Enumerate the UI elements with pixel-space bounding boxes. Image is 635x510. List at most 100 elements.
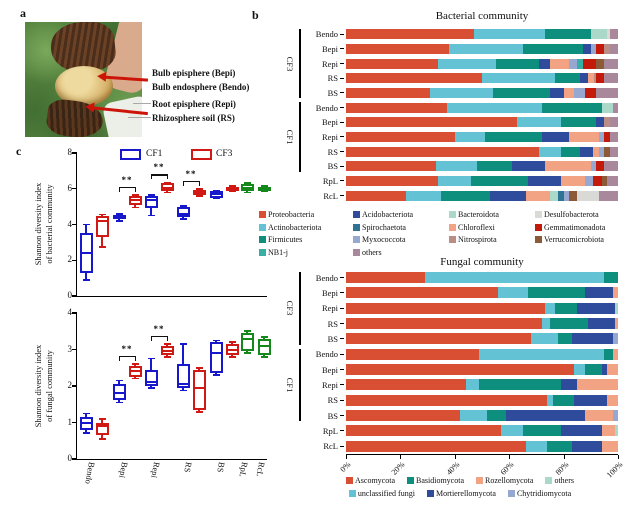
whisker-cap <box>98 418 106 420</box>
whisker-cap <box>260 335 268 338</box>
whisker-cap <box>98 438 106 440</box>
bar-row-label: Repi <box>321 303 338 314</box>
stacked-bar-row: Repi <box>302 377 618 392</box>
whisker-cap <box>115 220 123 222</box>
group-bracket <box>299 348 301 422</box>
bar-segment-actinobacteriota <box>539 146 561 157</box>
legend-item: Proteobacteria <box>259 208 353 221</box>
bar-segment-gemmatimonadota <box>582 58 597 69</box>
bar-segment-myxococcota <box>585 175 594 186</box>
bar-segment-proteobacteria <box>346 29 474 40</box>
legend-item: Verrucomicrobiota <box>535 234 635 247</box>
legend-item-label: Rozellomycota <box>485 475 534 485</box>
leader-line <box>128 117 151 118</box>
legend-swatch <box>535 210 542 218</box>
sig-bracket-tick <box>135 356 137 362</box>
bar-segment-actinobacteriota <box>438 175 472 186</box>
bar-segment-firmicutes <box>522 43 583 54</box>
legend-item-label: Verrucomicrobiota <box>544 235 604 245</box>
bar-segment-myxococcota <box>574 87 586 98</box>
whisker-cap <box>163 356 171 358</box>
stacked-bar <box>346 379 618 391</box>
bar-segment-chloroflexi <box>563 87 575 98</box>
axis-tick <box>340 48 344 50</box>
legend-item: Basidiomycota <box>407 474 464 487</box>
bar-segment-ascomycota <box>346 333 531 345</box>
bar-segment-unclassified-fungi <box>541 318 550 330</box>
box-median <box>242 337 252 340</box>
annotation-rs: Rhizosphere soil (RS) <box>152 113 235 123</box>
bar-segment-others <box>604 73 618 84</box>
stacked-bar <box>346 117 618 128</box>
bar-segment-acidobacteriota <box>528 175 561 186</box>
stacked-bar-row: BS <box>302 86 618 101</box>
legend-item: Mortierellomycota <box>426 487 496 500</box>
whisker-cap <box>131 194 139 196</box>
whisker-cap <box>179 389 187 392</box>
bar-segment-firmicutes <box>484 131 542 142</box>
x-category-label: RpL <box>237 461 250 478</box>
bar-segment-others <box>607 175 618 186</box>
stacked-bar <box>346 302 618 314</box>
bar-segment-myxococcota <box>590 161 597 172</box>
cf3-legend-label: CF3 <box>216 149 233 159</box>
axis-tick <box>340 33 344 35</box>
bar-segment-ascomycota <box>346 410 461 422</box>
legend-item: Firmicutes <box>259 234 353 247</box>
sig-bracket-tick <box>167 174 169 180</box>
box <box>144 195 158 209</box>
bar-segment-mortierellomycota <box>560 379 578 391</box>
legend-swatch <box>353 210 360 218</box>
axis-tick <box>340 195 344 197</box>
annotation-bendo: Bulb endosphere (Bendo) <box>152 82 250 92</box>
axis-tick <box>340 151 344 153</box>
axis-tick <box>340 369 344 371</box>
bar-segment-firmicutes <box>495 58 540 69</box>
bar-segment-proteobacteria <box>346 161 436 172</box>
sig-stars: ** <box>121 344 133 355</box>
bar-segment-verrucomicrobiota <box>569 190 578 201</box>
y-tick-label: 6 <box>67 182 73 193</box>
legend-column: Acidobacteriota Spirochaetota Myxococcota o… <box>353 208 449 259</box>
stacked-bar-row: RS <box>302 393 618 408</box>
bar-segment-unclassified-fungi <box>465 379 480 391</box>
legend-item-label: Ascomycota <box>355 475 395 485</box>
bar-segment-basidiomycota <box>604 348 613 360</box>
bar-segment-proteobacteria <box>346 102 447 113</box>
bar-segment-firmicutes <box>541 102 602 113</box>
legend-swatch <box>259 210 266 218</box>
box-median <box>194 386 204 389</box>
legend-item-label: Spirochaetota <box>362 222 406 232</box>
bar-row-label: Bepi <box>321 287 338 298</box>
bulb-plant-photo <box>25 22 142 137</box>
legend-swatch <box>449 236 456 244</box>
bar-segment-ascomycota <box>346 425 502 437</box>
bar-segment-unclassified-fungi <box>501 425 523 437</box>
box-median <box>114 392 124 395</box>
whisker-cap <box>82 412 90 415</box>
bacterial-legend: Proteobacteria Actinobacteriota Firmicutes… <box>259 208 635 259</box>
axis-tick <box>340 307 344 309</box>
bacterial-chart-title: Bacterial community <box>435 10 529 22</box>
y-tick-label: 3 <box>67 343 73 354</box>
bar-segment-desulfobacterota <box>607 29 610 40</box>
bar-segment-unclassified-fungi <box>544 302 556 314</box>
whisker-cap <box>131 363 139 365</box>
bar-segment-firmicutes <box>476 161 512 172</box>
bar-segment-unclassified-fungi <box>547 394 553 406</box>
bar-segment-others <box>615 425 618 437</box>
bar-row-label: RS <box>327 146 338 157</box>
stacked-bar <box>346 190 618 201</box>
bar-segment-verrucomicrobiota <box>601 175 608 186</box>
whisker-cap <box>147 194 155 196</box>
y-tick <box>72 223 77 226</box>
box <box>209 342 223 374</box>
panel-b-label: b <box>252 8 259 22</box>
sig-bracket <box>119 356 135 358</box>
bar-segment-acidobacteriota <box>511 161 545 172</box>
stacked-bar <box>346 364 618 376</box>
bar-segment-unclassified-fungi <box>530 333 559 345</box>
bar-segment-basidiomycota <box>552 394 575 406</box>
bar-segment-actinobacteriota <box>438 58 496 69</box>
bar-segment-nitrospirota <box>593 73 597 84</box>
